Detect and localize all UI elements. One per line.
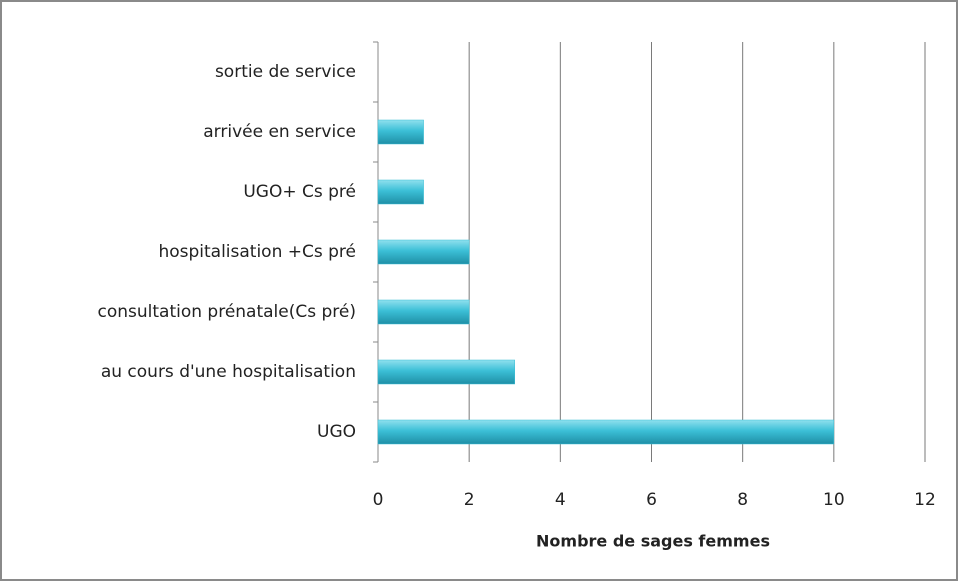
y-tick-label: au cours d'une hospitalisation bbox=[101, 362, 356, 382]
y-tick-label: UGO+ Cs pré bbox=[243, 182, 356, 202]
x-tick-label: 4 bbox=[555, 490, 566, 510]
y-tick-label: arrivée en service bbox=[203, 122, 356, 142]
bar bbox=[377, 179, 424, 205]
x-tick-label: 2 bbox=[464, 490, 475, 510]
bar bbox=[377, 419, 835, 445]
y-tick-label: UGO bbox=[317, 422, 356, 442]
bar bbox=[377, 299, 470, 325]
x-tick-label: 8 bbox=[737, 490, 748, 510]
y-tick-label: sortie de service bbox=[215, 62, 356, 82]
x-tick-label: 0 bbox=[373, 490, 384, 510]
y-tick-label: consultation prénatale(Cs pré) bbox=[97, 302, 356, 322]
bar bbox=[377, 119, 424, 145]
x-tick-label: 10 bbox=[823, 490, 845, 510]
x-tick-label: 12 bbox=[914, 490, 936, 510]
x-axis-label: Nombre de sages femmes bbox=[536, 532, 770, 551]
y-tick-label: hospitalisation +Cs pré bbox=[158, 242, 356, 262]
bar bbox=[377, 239, 470, 265]
bar bbox=[377, 359, 515, 385]
x-tick-label: 6 bbox=[646, 490, 657, 510]
